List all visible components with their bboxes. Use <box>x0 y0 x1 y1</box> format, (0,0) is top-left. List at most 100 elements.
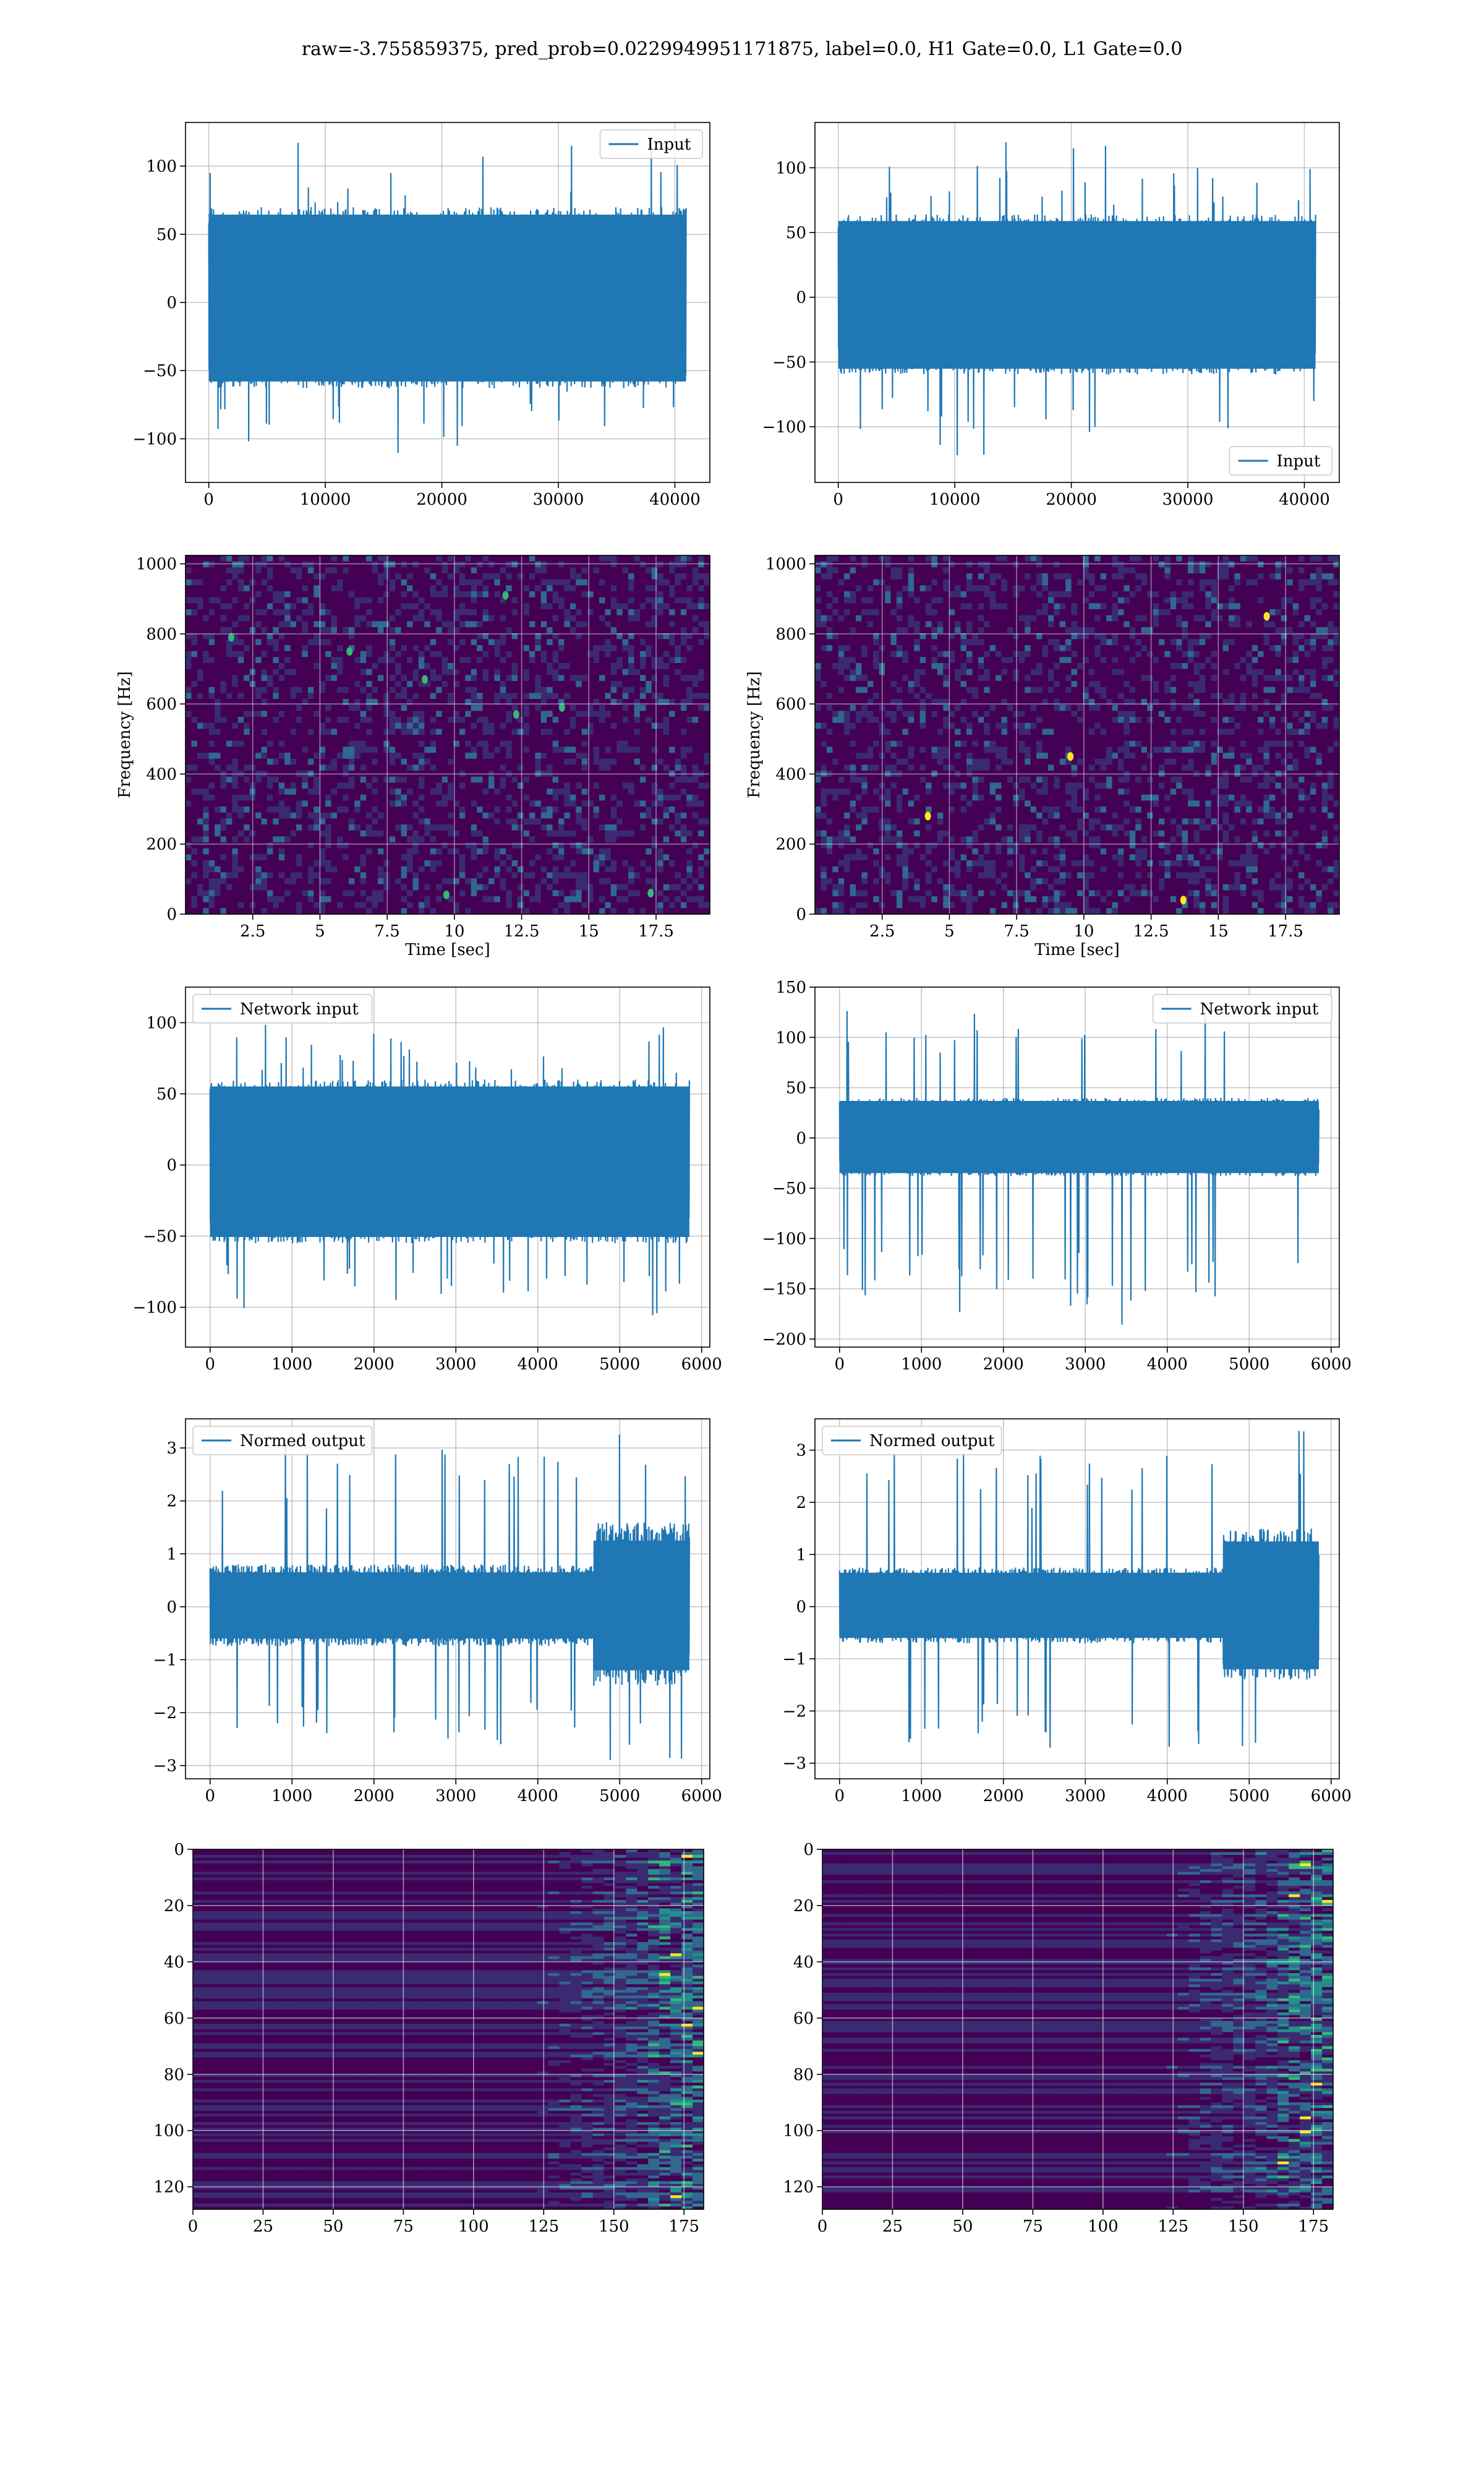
spectrogram-cell <box>594 860 600 867</box>
spectrogram-cell <box>506 800 512 807</box>
spectrogram-cell <box>191 729 197 735</box>
spectrogram-cell <box>558 789 565 795</box>
spectrogram-cell <box>652 603 658 609</box>
spectrogram-cell <box>663 603 670 609</box>
spectrogram-cell <box>331 585 338 591</box>
spectrogram-cell <box>686 842 693 849</box>
spectrogram-cell <box>343 795 349 801</box>
spectrogram-cell <box>448 681 454 687</box>
spectrogram-cell <box>553 591 559 597</box>
spectrogram-cell <box>197 860 203 867</box>
spectrogram-cell <box>313 800 320 807</box>
spectrogram-cell <box>669 860 675 867</box>
spectrogram-cell <box>564 603 570 609</box>
spectrogram-cell <box>267 603 273 609</box>
spectrogram-cell <box>436 639 442 645</box>
spectrogram-cell <box>390 723 396 729</box>
spectrogram-cell <box>226 663 232 669</box>
spectrogram-cell <box>529 687 535 693</box>
spectrogram-cell <box>238 729 244 735</box>
spectrogram-cell <box>401 573 407 580</box>
spectrogram-cell <box>401 687 407 693</box>
spectrogram-cell <box>395 723 401 729</box>
spectrogram-cell <box>553 782 559 789</box>
spectrogram-cell <box>564 675 570 681</box>
spectrogram-cell <box>657 591 663 597</box>
spectrogram-cell <box>331 753 338 759</box>
spectrogram-cell <box>226 562 232 568</box>
spectrogram-cell <box>215 639 221 645</box>
spectrogram-cell <box>483 777 489 783</box>
spectrogram-cell <box>203 872 209 878</box>
spectrogram-cell <box>448 687 454 693</box>
spectrogram-cell <box>372 764 378 771</box>
spectrogram-cell <box>512 854 518 860</box>
spectrogram-cell <box>599 555 605 562</box>
spectrogram-cell <box>634 860 641 867</box>
spectrogram-cell <box>191 585 197 591</box>
spectrogram-cell <box>331 639 338 645</box>
spectrogram-cell <box>255 795 262 801</box>
spectrogram-cell <box>296 747 302 753</box>
spectrogram-cell <box>459 860 466 867</box>
spectrogram-cell <box>652 807 658 813</box>
spectrogram-cell <box>284 603 291 609</box>
spectrogram-cell <box>693 657 699 663</box>
spectrogram-cell <box>582 562 588 568</box>
spectrogram-cell <box>657 824 663 831</box>
spectrogram-cell <box>191 753 197 759</box>
spectrogram-cell <box>483 669 489 675</box>
spectrogram-cell <box>401 705 407 711</box>
spectrogram-cell <box>663 621 670 627</box>
spectrogram-cell <box>308 831 314 837</box>
spectrogram-cell <box>523 681 529 687</box>
spectrogram-cell <box>302 741 308 747</box>
spectrogram-cell <box>430 764 437 771</box>
spectrogram-cell <box>611 705 617 711</box>
spectrogram-cell <box>238 764 244 771</box>
spectrogram-cell <box>261 615 267 622</box>
spectrogram-cell <box>488 675 495 681</box>
spectrogram-cell <box>698 753 704 759</box>
spectrogram-cell <box>401 651 407 657</box>
spectrogram-cell <box>255 800 262 807</box>
spectrogram-cell <box>488 824 495 831</box>
spectrogram-cell <box>390 831 396 837</box>
spectrogram-cell <box>343 878 349 884</box>
spectrogram-cell <box>284 729 291 735</box>
spectrogram-cell <box>302 711 308 717</box>
spectrogram-cell <box>360 603 367 609</box>
spectrogram-cell <box>558 603 565 609</box>
spectrogram-cell <box>209 741 215 747</box>
spectrogram-cell <box>349 567 355 573</box>
spectrogram-cell <box>698 872 704 878</box>
spectrogram-cell <box>547 567 553 573</box>
spectrogram-cell <box>424 711 430 717</box>
spectrogram-cell <box>343 573 349 580</box>
spectrogram-cell <box>646 580 652 586</box>
spectrogram-cell <box>611 747 617 753</box>
spectrogram-cell <box>215 867 221 873</box>
spectrogram-cell <box>308 669 314 675</box>
spectrogram-cell <box>518 603 524 609</box>
spectrogram-cell <box>313 723 320 729</box>
spectrogram-cell <box>477 735 483 741</box>
spectrogram-cell <box>535 669 541 675</box>
spectrogram-cell <box>442 555 448 562</box>
spectrogram-cell <box>669 800 675 807</box>
spectrogram-cell <box>686 854 693 860</box>
spectrogram-cell <box>477 836 483 842</box>
spectrogram-cell <box>547 777 553 783</box>
spectrogram-cell <box>500 849 506 855</box>
spectrogram-cell <box>191 675 197 681</box>
spectrogram-cell <box>238 585 244 591</box>
spectrogram-cell <box>354 627 360 633</box>
spectrogram-cell <box>197 657 203 663</box>
spectrogram-cell <box>704 747 710 753</box>
spectrogram-cell <box>261 854 267 860</box>
x-tick-label: 10000 <box>300 490 351 509</box>
spectrogram-cell <box>483 800 489 807</box>
spectrogram-cell <box>372 675 378 681</box>
spectrogram-cell <box>203 580 209 586</box>
spectrogram-cell <box>652 621 658 627</box>
